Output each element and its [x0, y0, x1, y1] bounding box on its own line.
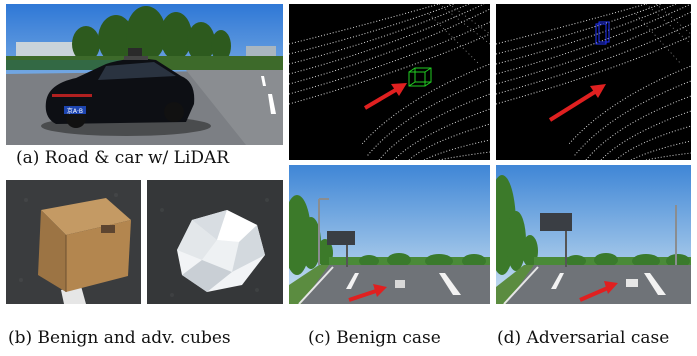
road-car-photo: 京A·B [6, 4, 283, 145]
adversarial-camera-photo [496, 165, 691, 304]
benign-lidar-pointcloud [289, 4, 490, 160]
adversarial-lidar-pointcloud [496, 4, 691, 160]
adversarial-cube-photo [147, 180, 283, 304]
caption-b: (b) Benign and adv. cubes [8, 328, 231, 348]
license-plate: 京A·B [67, 107, 83, 115]
caption-c: (c) Benign case [308, 328, 441, 348]
benign-cube-photo [6, 180, 141, 304]
caption-a: (a) Road & car w/ LiDAR [16, 148, 230, 168]
caption-d: (d) Adversarial case [497, 328, 670, 348]
benign-camera-photo [289, 165, 490, 304]
